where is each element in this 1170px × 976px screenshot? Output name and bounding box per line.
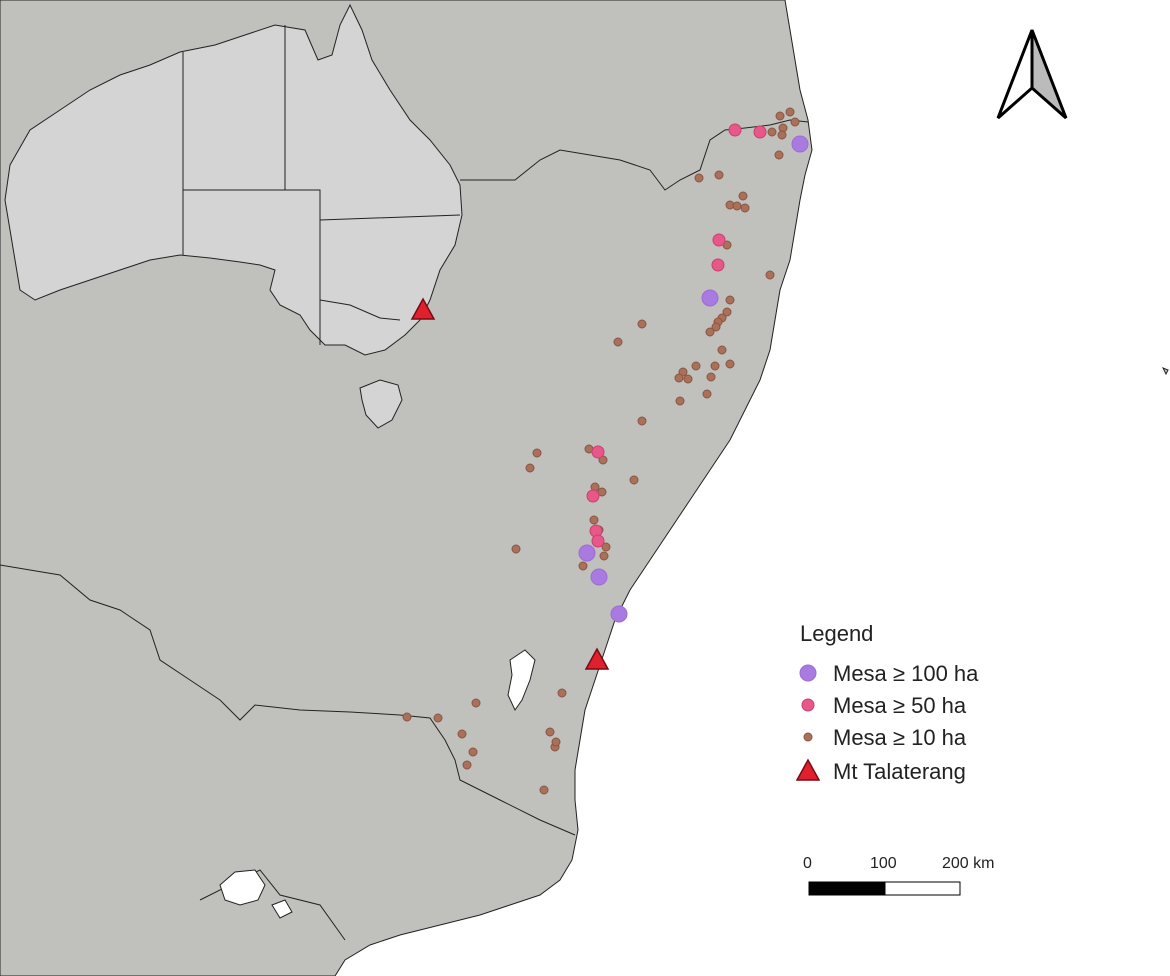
inset-state-borders xyxy=(182,25,461,345)
legend-label-mt-talaterang: Mt Talaterang xyxy=(833,759,966,784)
scale-segment-black xyxy=(808,881,886,896)
mesa-10-point xyxy=(629,475,639,485)
mesa-100-point xyxy=(578,544,596,562)
mesa-50-point xyxy=(591,445,605,459)
mesa-10-point xyxy=(532,448,542,458)
mesa-50-point xyxy=(586,489,600,503)
mesa-points xyxy=(402,107,809,795)
mesa-10-point xyxy=(637,416,647,426)
mesa-10-point xyxy=(589,515,599,525)
legend-label-mesa-10: Mesa ≥ 10 ha xyxy=(833,725,967,750)
phillip-island xyxy=(271,899,293,919)
mesa-10-point xyxy=(705,327,715,337)
mesa-10-point xyxy=(717,345,727,355)
mt-talaterang-inset-marker xyxy=(410,297,436,320)
north-arrow-icon xyxy=(996,29,1068,120)
mesa-10-point xyxy=(702,389,712,399)
mesa-10-point xyxy=(710,361,720,371)
scale-tick-100: 100 xyxy=(870,855,897,872)
small-island xyxy=(1161,367,1169,376)
mesa-10-point xyxy=(725,295,735,305)
legend-symbol-mesa-50 xyxy=(801,698,815,712)
mesa-10-point xyxy=(732,201,742,211)
inset-tasmania xyxy=(359,379,403,429)
mesa-10-point xyxy=(790,117,800,127)
scale-bar: 0 100 200 km xyxy=(803,855,994,896)
scale-tick-200: 200 km xyxy=(942,855,994,872)
inset-australia xyxy=(4,3,463,429)
mesa-100-point xyxy=(791,135,809,153)
mesa-10-point xyxy=(740,203,750,213)
mesa-10-point xyxy=(539,785,549,795)
lake xyxy=(507,649,536,711)
mesa-100-point xyxy=(610,605,628,623)
mesa-10-point xyxy=(471,698,481,708)
legend-label-mesa-100: Mesa ≥ 100 ha xyxy=(833,661,979,686)
inset-australia-land xyxy=(4,3,463,356)
mesa-10-point xyxy=(462,760,472,770)
mesa-10-point xyxy=(774,150,784,160)
mesa-10-point xyxy=(545,727,555,737)
mesa-10-point xyxy=(777,130,787,140)
mesa-10-point xyxy=(767,127,777,137)
mesa-10-point xyxy=(637,319,647,329)
mesa-10-point xyxy=(578,561,588,571)
mesa-10-point xyxy=(599,551,609,561)
nsw-vic-border xyxy=(0,564,576,836)
mesa-10-point xyxy=(551,737,561,747)
mesa-50-point xyxy=(753,125,767,139)
mesa-50-point xyxy=(711,258,725,272)
mesa-10-point xyxy=(775,111,785,121)
mesa-10-point xyxy=(675,396,685,406)
legend: Legend Mesa ≥ 100 ha Mesa ≥ 50 ha Mesa ≥… xyxy=(795,621,979,784)
mesa-10-point xyxy=(511,544,521,554)
mesa-10-point xyxy=(706,372,716,382)
mesa-10-point xyxy=(557,688,567,698)
mesa-10-point xyxy=(601,542,611,552)
legend-title: Legend xyxy=(800,621,873,646)
legend-symbol-mesa-10 xyxy=(803,732,813,742)
mesa-10-point xyxy=(738,191,748,201)
mesa-10-point xyxy=(457,729,467,739)
scale-segment-white xyxy=(884,881,961,896)
legend-symbol-triangle xyxy=(795,758,821,781)
mt-talaterang-marker xyxy=(584,647,610,670)
mesa-10-point xyxy=(691,361,701,371)
mesa-100-point xyxy=(590,568,608,586)
mesa-50-point xyxy=(728,123,742,137)
mesa-10-point xyxy=(765,270,775,280)
legend-label-mesa-50: Mesa ≥ 50 ha xyxy=(833,693,967,718)
mesa-10-point xyxy=(683,374,693,384)
mesa-10-point xyxy=(725,359,735,369)
mesa-10-point xyxy=(613,337,623,347)
mesa-100-point xyxy=(701,289,719,307)
mesa-50-point xyxy=(712,233,726,247)
mesa-10-point xyxy=(694,173,704,183)
mesa-50-point xyxy=(591,534,605,548)
mesa-10-point xyxy=(722,307,732,317)
legend-symbol-mesa-100 xyxy=(799,664,817,682)
mesa-10-point xyxy=(785,107,795,117)
mesa-10-point xyxy=(711,322,721,332)
mesa-10-point xyxy=(468,747,478,757)
mesa-10-point xyxy=(433,713,443,723)
mesa-10-point xyxy=(714,170,724,180)
inset-nsw-vic-border xyxy=(319,299,401,321)
port-phillip-bay xyxy=(219,869,266,906)
mesa-10-point xyxy=(674,373,684,383)
mesa-10-point xyxy=(402,712,412,722)
scale-tick-0: 0 xyxy=(803,855,812,872)
mesa-10-point xyxy=(525,463,535,473)
